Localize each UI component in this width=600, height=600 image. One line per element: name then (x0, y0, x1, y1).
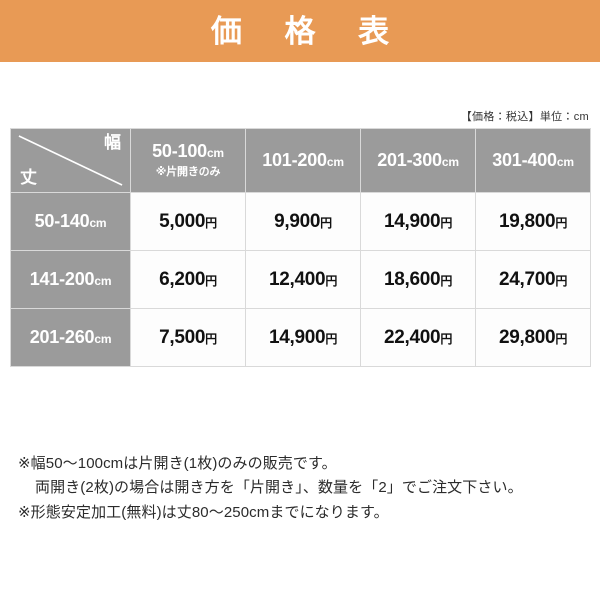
table-row: 201-260cm 7,500円 14,900円 22,400円 29,800円 (10, 308, 591, 367)
price-value-r0c2: 14,900 (383, 210, 441, 232)
currency-r2c1: 円 (325, 331, 338, 346)
unit-note-row: 【価格：税込】単位：cm (0, 62, 600, 128)
column-header-3: 301-400cm (475, 128, 591, 193)
column-header-0-range: 50-100cm (131, 140, 245, 161)
row-header-0-value: 50-140 (34, 211, 90, 231)
currency-r1c1: 円 (325, 273, 338, 288)
price-value-r2c3: 29,800 (498, 326, 556, 348)
column-header-1-value: 101-200 (262, 150, 327, 171)
price-cell-r0c1: 9,900円 (245, 192, 361, 251)
row-header-2: 201-260cm (10, 308, 131, 367)
price-table-wrapper: 幅 丈 50-100cm ※片開きのみ 101-200cm (0, 128, 600, 367)
column-header-3-range: 301-400cm (476, 151, 590, 170)
price-cell-r0c3: 19,800円 (475, 192, 591, 251)
price-value-r1c2: 18,600 (383, 268, 441, 290)
column-header-3-unit: cm (556, 155, 574, 170)
price-cell-r0c0: 5,000円 (130, 192, 246, 251)
currency-r0c3: 円 (555, 215, 568, 230)
column-header-2-unit: cm (441, 155, 459, 170)
table-row: 50-140cm 5,000円 9,900円 14,900円 19,800円 (10, 192, 591, 251)
price-cell-r1c0: 6,200円 (130, 250, 246, 309)
currency-r0c1: 円 (320, 215, 332, 230)
table-row: 141-200cm 6,200円 12,400円 18,600円 24,700円 (10, 250, 591, 309)
row-header-1: 141-200cm (10, 250, 131, 309)
price-value-r1c0: 6,200 (159, 268, 206, 290)
price-value-r2c2: 22,400 (383, 326, 441, 348)
price-cell-r0c2: 14,900円 (360, 192, 476, 251)
footnote-line-1: 両開き(2枚)の場合は開き方を「片開き」、数量を「2」でご注文下さい。 (35, 479, 523, 497)
footnote-line-2: ※形態安定加工(無料)は丈80〜250cmまでになります。 (18, 503, 389, 521)
price-value-r0c3: 19,800 (498, 210, 556, 232)
page-title: 価 格 表 (210, 13, 407, 49)
diagonal-divider-icon (18, 135, 123, 186)
price-value-r1c3: 24,700 (498, 268, 556, 290)
row-header-0: 50-140cm (10, 192, 131, 251)
unit-note: 【価格：税込】単位：cm (460, 111, 589, 123)
price-value-r0c1: 9,900 (274, 210, 321, 232)
currency-r1c2: 円 (440, 273, 453, 288)
price-value-r2c1: 14,900 (268, 326, 326, 348)
column-header-1: 101-200cm (245, 128, 361, 193)
price-cell-r2c3: 29,800円 (475, 308, 591, 367)
price-cell-r2c2: 22,400円 (360, 308, 476, 367)
currency-r1c0: 円 (205, 273, 217, 288)
price-cell-r1c2: 18,600円 (360, 250, 476, 309)
column-header-0-unit: cm (206, 145, 224, 160)
row-header-1-unit: cm (94, 274, 112, 288)
column-header-3-value: 301-400 (492, 150, 557, 171)
page-banner: 価 格 表 (0, 0, 600, 62)
column-header-2: 201-300cm (360, 128, 476, 193)
currency-r2c0: 円 (205, 331, 217, 346)
price-value-r1c1: 12,400 (268, 268, 326, 290)
column-header-1-range: 101-200cm (246, 151, 360, 170)
footnotes: ※幅50〜100cmは片開き(1枚)のみの販売です。 両開き(2枚)の場合は開き… (18, 452, 588, 525)
column-header-0: 50-100cm ※片開きのみ (130, 128, 246, 193)
row-header-0-unit: cm (89, 216, 107, 230)
axis-label-width: 幅 (104, 133, 121, 152)
currency-r1c3: 円 (555, 273, 568, 288)
price-cell-r2c1: 14,900円 (245, 308, 361, 367)
column-header-1-unit: cm (326, 155, 344, 170)
price-cell-r1c1: 12,400円 (245, 250, 361, 309)
column-header-2-range: 201-300cm (361, 151, 475, 170)
currency-r2c3: 円 (555, 331, 568, 346)
column-header-2-value: 201-300 (377, 150, 442, 171)
row-header-2-unit: cm (94, 332, 112, 346)
axis-corner-cell: 幅 丈 (10, 128, 131, 193)
axis-label-length: 丈 (20, 168, 37, 187)
column-header-0-value: 50-100 (152, 140, 207, 161)
price-value-r0c0: 5,000 (159, 210, 206, 232)
price-value-r2c0: 7,500 (159, 326, 206, 348)
price-table: 幅 丈 50-100cm ※片開きのみ 101-200cm (10, 128, 591, 367)
currency-r0c0: 円 (205, 215, 217, 230)
price-cell-r2c0: 7,500円 (130, 308, 246, 367)
column-header-0-sub: ※片開きのみ (155, 166, 221, 179)
row-header-1-value: 141-200 (29, 269, 95, 289)
table-header-row: 幅 丈 50-100cm ※片開きのみ 101-200cm (10, 128, 591, 193)
price-cell-r1c3: 24,700円 (475, 250, 591, 309)
footnote-line-0: ※幅50〜100cmは片開き(1枚)のみの販売です。 (18, 455, 337, 472)
row-header-2-value: 201-260 (29, 327, 95, 347)
currency-r2c2: 円 (440, 331, 453, 346)
currency-r0c2: 円 (440, 215, 453, 230)
